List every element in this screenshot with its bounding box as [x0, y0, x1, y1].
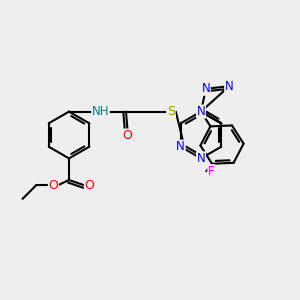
Text: N: N — [176, 140, 185, 153]
Text: N: N — [202, 82, 210, 95]
Text: O: O — [85, 179, 94, 192]
Text: O: O — [49, 179, 58, 192]
Text: F: F — [208, 165, 214, 178]
Text: O: O — [123, 129, 132, 142]
Text: N: N — [225, 80, 233, 93]
Text: N: N — [196, 105, 206, 118]
Text: S: S — [167, 105, 175, 118]
Text: N: N — [196, 152, 206, 165]
Text: NH: NH — [92, 105, 109, 118]
